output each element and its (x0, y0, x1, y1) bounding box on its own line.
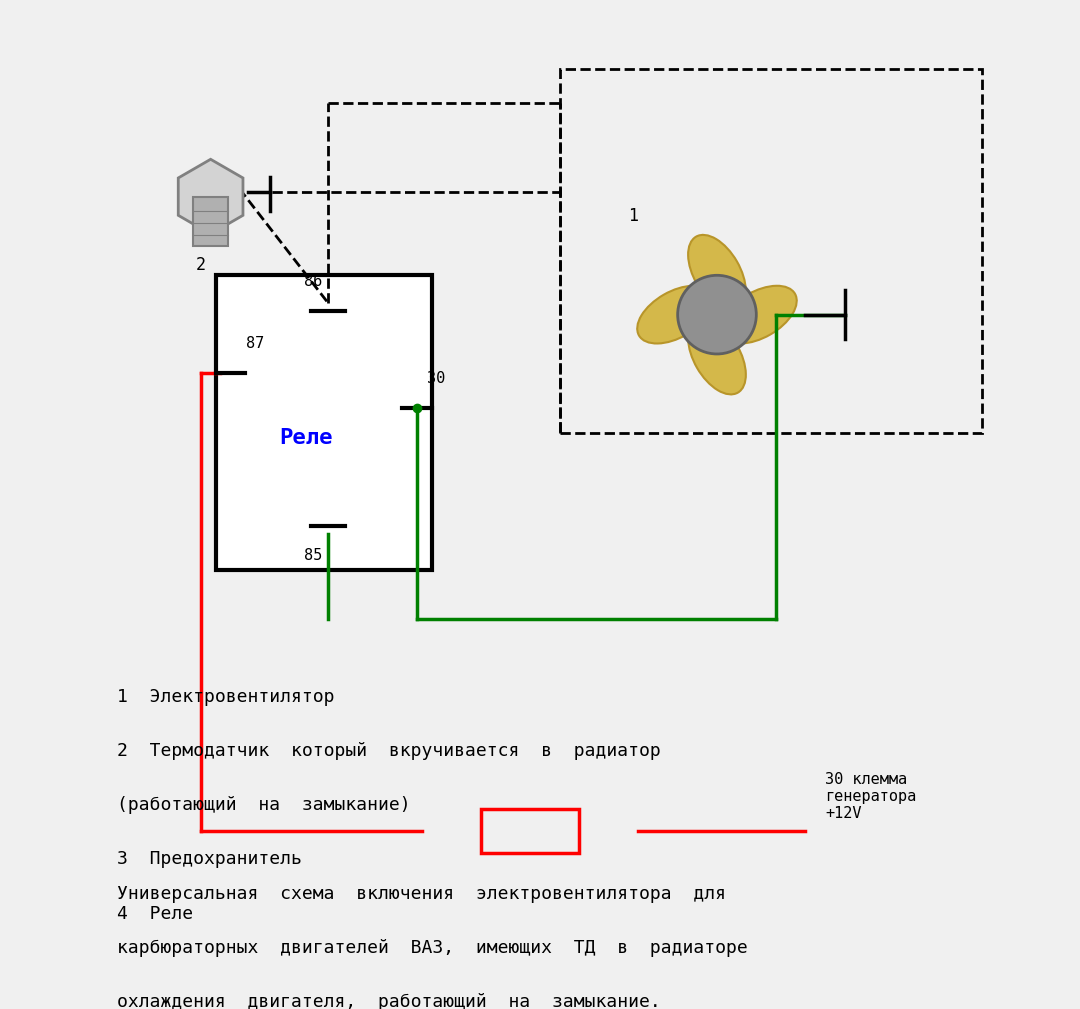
Text: 85: 85 (305, 549, 323, 563)
Polygon shape (178, 159, 243, 234)
Text: 30: 30 (427, 371, 445, 386)
Ellipse shape (688, 319, 746, 395)
Text: охлаждения  двигателя,  работающий  на  замыкание.: охлаждения двигателя, работающий на замы… (118, 993, 661, 1009)
Text: 1: 1 (629, 207, 638, 225)
Text: 2  Термодатчик  который  вкручивается  в  радиатор: 2 Термодатчик который вкручивается в рад… (118, 743, 661, 761)
Text: 30 клемма
генератора
+12V: 30 клемма генератора +12V (825, 772, 917, 821)
Bar (481, 808, 579, 853)
Text: 3  Предохранитель: 3 Предохранитель (118, 851, 302, 869)
Text: (работающий  на  замыкание): (работающий на замыкание) (118, 796, 410, 814)
Text: 2: 2 (195, 256, 206, 274)
Text: 86: 86 (305, 274, 323, 290)
Circle shape (677, 275, 756, 354)
Text: карбюраторных  двигателей  ВАЗ,  имеющих  ТД  в  радиаторе: карбюраторных двигателей ВАЗ, имеющих ТД… (118, 939, 748, 957)
Text: 4  Реле: 4 Реле (118, 905, 193, 922)
Text: 87: 87 (246, 336, 264, 351)
Ellipse shape (637, 286, 713, 343)
Ellipse shape (688, 235, 746, 311)
Bar (216, 275, 432, 570)
Text: 1  Электровентилятор: 1 Электровентилятор (118, 688, 335, 706)
Bar (193, 197, 228, 246)
Ellipse shape (720, 286, 797, 343)
Text: Реле: Реле (280, 428, 333, 448)
Bar (559, 69, 983, 433)
Text: Универсальная  схема  включения  электровентилятора  для: Универсальная схема включения электровен… (118, 885, 726, 903)
